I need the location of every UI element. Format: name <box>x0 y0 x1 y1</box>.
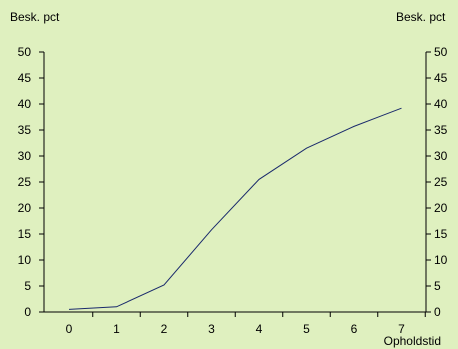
y-tick-label-right: 45 <box>434 71 448 85</box>
x-tick-label: 4 <box>256 322 263 336</box>
y-tick-label-left: 20 <box>18 201 32 215</box>
x-tick-label: 7 <box>398 322 405 336</box>
y-tick-label-right: 30 <box>434 149 448 163</box>
y-tick-label-left: 15 <box>18 227 32 241</box>
y-tick-label-left: 25 <box>18 175 32 189</box>
y-tick-label-right: 5 <box>434 279 441 293</box>
x-tick-label: 2 <box>161 322 168 336</box>
y-tick-label-right: 10 <box>434 253 448 267</box>
y-tick-label-left: 50 <box>18 45 32 59</box>
y-tick-label-left: 10 <box>18 253 32 267</box>
y-tick-label-left: 0 <box>24 305 31 319</box>
y-tick-label-right: 40 <box>434 97 448 111</box>
y-tick-label-left: 5 <box>24 279 31 293</box>
x-tick-label: 6 <box>351 322 358 336</box>
series-line <box>68 107 402 310</box>
y-axis-label-right: Besk. pct <box>396 10 446 24</box>
y-tick-label-right: 50 <box>434 45 448 59</box>
x-tick-label: 0 <box>66 322 73 336</box>
y-tick-label-left: 40 <box>18 97 32 111</box>
y-tick-label-right: 0 <box>434 305 441 319</box>
y-tick-label-right: 25 <box>434 175 448 189</box>
y-tick-label-right: 20 <box>434 201 448 215</box>
y-axis-label-left: Besk. pct <box>10 10 60 24</box>
x-tick-label: 5 <box>303 322 310 336</box>
x-tick-label: 3 <box>208 322 215 336</box>
y-tick-label-left: 35 <box>18 123 32 137</box>
y-tick-label-right: 35 <box>434 123 448 137</box>
y-tick-label-left: 45 <box>18 71 32 85</box>
y-tick-label-right: 15 <box>434 227 448 241</box>
y-tick-label-left: 30 <box>18 149 32 163</box>
x-tick-label: 1 <box>113 322 120 336</box>
x-axis-label: Opholdstid <box>384 334 441 348</box>
